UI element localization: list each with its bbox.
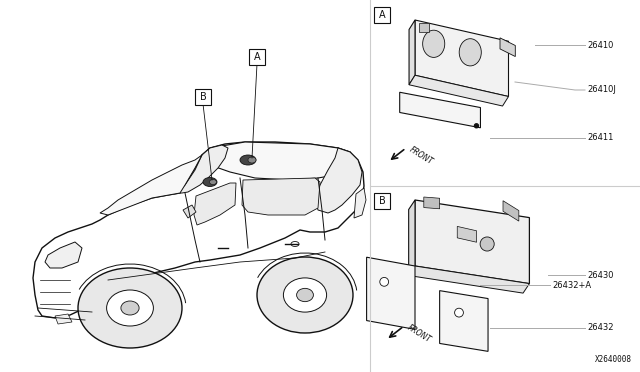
Polygon shape xyxy=(45,242,82,268)
Polygon shape xyxy=(440,291,488,352)
Text: 26432: 26432 xyxy=(587,324,614,333)
Ellipse shape xyxy=(296,288,314,302)
Text: 26411: 26411 xyxy=(587,134,613,142)
Text: 26432+A: 26432+A xyxy=(552,280,591,289)
Polygon shape xyxy=(424,197,440,209)
Polygon shape xyxy=(457,227,477,242)
Polygon shape xyxy=(500,38,515,57)
Text: 26430: 26430 xyxy=(587,270,614,279)
Polygon shape xyxy=(409,200,415,276)
Polygon shape xyxy=(503,201,519,221)
Text: 26410: 26410 xyxy=(587,41,613,49)
Polygon shape xyxy=(194,183,236,225)
FancyBboxPatch shape xyxy=(249,49,265,65)
Ellipse shape xyxy=(291,241,299,247)
Polygon shape xyxy=(419,23,429,32)
FancyBboxPatch shape xyxy=(374,7,390,23)
Polygon shape xyxy=(55,314,72,324)
Ellipse shape xyxy=(240,155,256,165)
Ellipse shape xyxy=(209,180,216,185)
Ellipse shape xyxy=(257,257,353,333)
Polygon shape xyxy=(409,75,509,106)
Text: X2640008: X2640008 xyxy=(595,355,632,364)
Ellipse shape xyxy=(203,177,217,186)
Ellipse shape xyxy=(422,30,445,57)
Ellipse shape xyxy=(248,157,256,163)
FancyBboxPatch shape xyxy=(374,193,390,209)
Circle shape xyxy=(480,237,494,251)
Circle shape xyxy=(454,308,463,317)
FancyBboxPatch shape xyxy=(195,89,211,105)
Text: B: B xyxy=(378,196,385,206)
Text: FRONT: FRONT xyxy=(408,145,435,166)
Polygon shape xyxy=(180,145,228,193)
Ellipse shape xyxy=(460,39,481,66)
Polygon shape xyxy=(354,188,366,218)
Polygon shape xyxy=(33,142,364,318)
Polygon shape xyxy=(315,148,362,213)
Polygon shape xyxy=(100,155,202,215)
Ellipse shape xyxy=(78,268,182,348)
Polygon shape xyxy=(202,142,355,180)
Ellipse shape xyxy=(284,278,326,312)
Polygon shape xyxy=(409,20,415,85)
Text: A: A xyxy=(253,52,260,62)
Polygon shape xyxy=(367,257,415,329)
Polygon shape xyxy=(409,266,529,293)
Polygon shape xyxy=(400,92,481,128)
Polygon shape xyxy=(415,20,509,96)
Polygon shape xyxy=(183,205,196,218)
Ellipse shape xyxy=(107,290,154,326)
Circle shape xyxy=(474,124,479,128)
Text: FRONT: FRONT xyxy=(406,323,433,344)
Polygon shape xyxy=(415,200,529,283)
Text: B: B xyxy=(200,92,206,102)
Text: 26410J: 26410J xyxy=(587,86,616,94)
Ellipse shape xyxy=(121,301,139,315)
Polygon shape xyxy=(242,178,320,215)
Circle shape xyxy=(380,278,388,286)
Text: A: A xyxy=(379,10,385,20)
